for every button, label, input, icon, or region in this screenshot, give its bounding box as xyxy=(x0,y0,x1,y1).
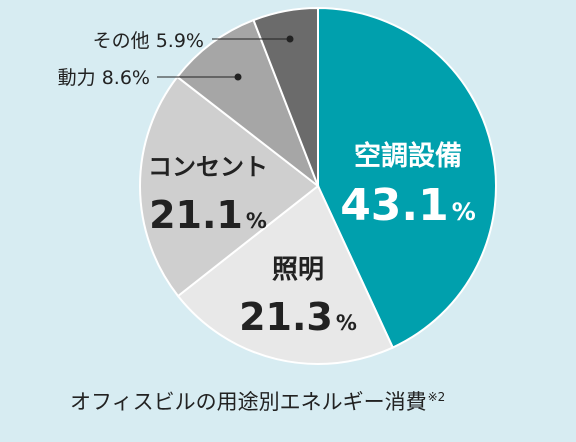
pie-slice-2 xyxy=(139,75,320,298)
pie-slice-1 xyxy=(176,184,395,365)
pie-slice-0 xyxy=(317,6,497,349)
callout-leaders xyxy=(157,35,294,81)
slice-value-1: 21.3% xyxy=(239,295,357,339)
slice-name-0: 空調設備 xyxy=(354,140,462,172)
chart-title-note: ※2 xyxy=(427,390,446,404)
chart-caption: オフィスビルの用途別エネルギー消費※2 xyxy=(70,386,445,416)
callout-dot-3 xyxy=(234,73,242,81)
slice-name-2: コンセント xyxy=(148,153,268,181)
pie-slice-4 xyxy=(252,6,319,187)
slice-labels: 空調設備 43.1 % 照明 21.3 % コンセント 21.1 % 動力 8.6% その他 5.9… xyxy=(58,30,476,339)
callout-dot-4 xyxy=(286,35,294,43)
slice-callout-label-4: その他 5.9% xyxy=(93,30,204,52)
slice-value-0: 43.1% xyxy=(340,180,476,231)
pie-slice-3 xyxy=(175,18,321,190)
chart-title: オフィスビルの用途別エネルギー消費 xyxy=(70,390,427,414)
slice-value-2: 21.1% xyxy=(149,193,267,237)
pie-slices xyxy=(139,6,497,365)
slice-callout-label-3: 動力 8.6% xyxy=(58,67,150,89)
slice-name-1: 照明 xyxy=(272,255,324,285)
